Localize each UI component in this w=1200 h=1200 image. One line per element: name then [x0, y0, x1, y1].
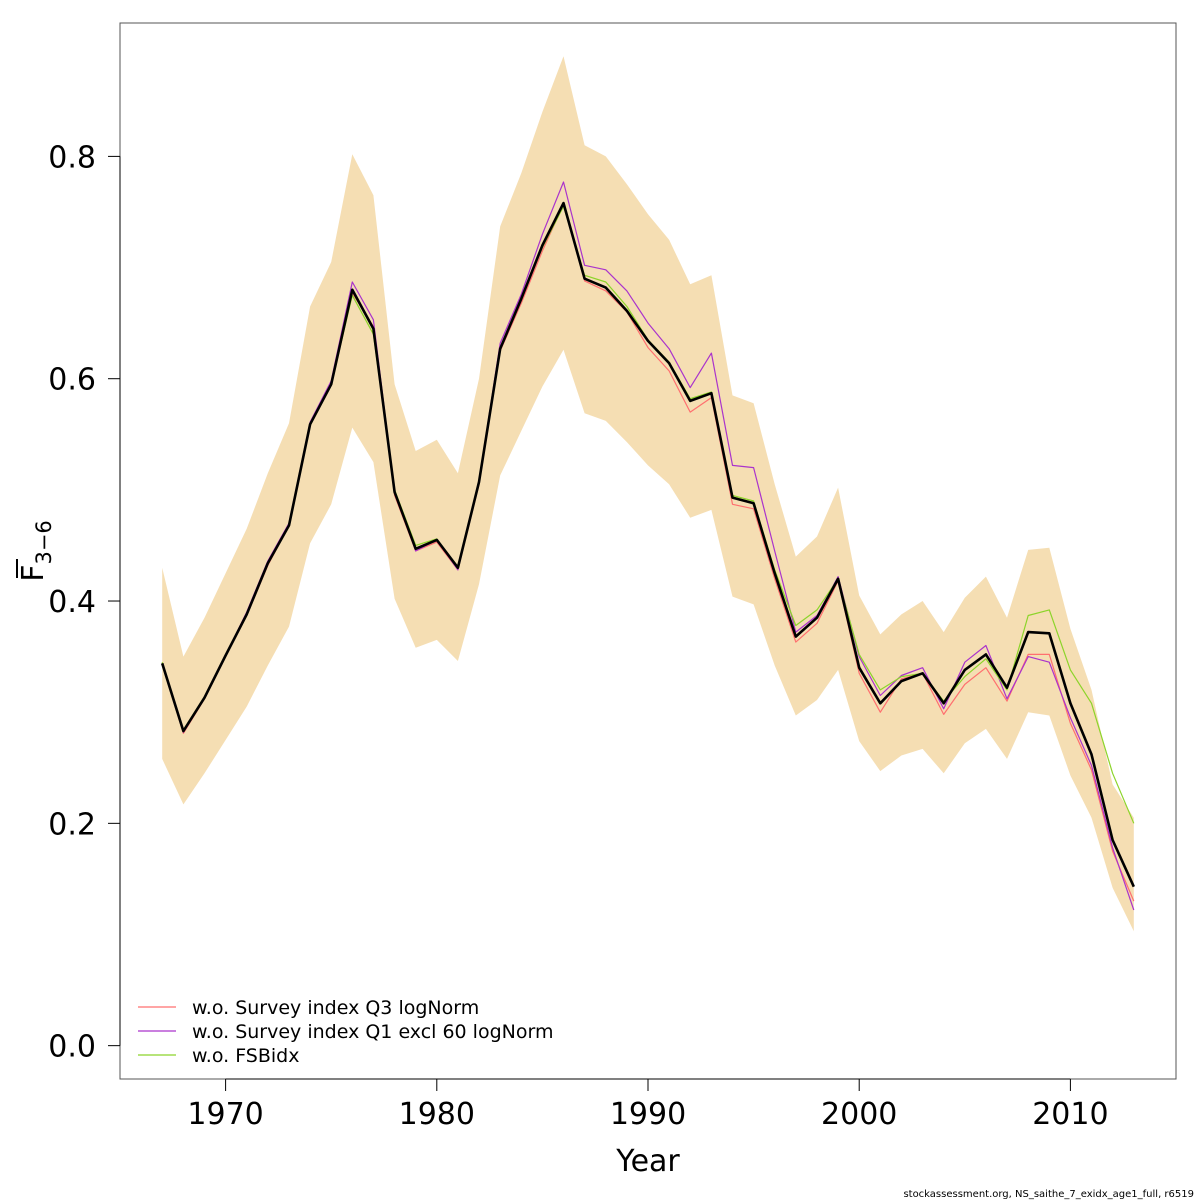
x-tick-label: 1980: [399, 1097, 475, 1132]
x-tick-label: 2010: [1032, 1097, 1108, 1132]
series-line-4: [160, 201, 1135, 888]
x-tick-label: 2000: [821, 1097, 897, 1132]
series-layer: [160, 181, 1135, 911]
footer-note: stockassessment.org, NS_saithe_7_exidx_a…: [903, 1189, 1194, 1200]
y-axis: 0.0 0.2 0.4 0.6 0.8: [48, 140, 121, 1065]
y-axis-title: F3−6: [16, 520, 56, 582]
series-line-2: [161, 181, 1135, 911]
legend-label: w.o. FSBidx: [192, 1045, 299, 1067]
svg-text:F3−6: F3−6: [16, 520, 56, 582]
x-axis: 1970 1980 1990 2000 2010: [187, 1078, 1109, 1132]
legend-label: w.o. Survey index Q1 excl 60 logNorm: [192, 1021, 553, 1043]
y-axis-title-main: F: [16, 565, 51, 582]
y-tick-label: 0.2: [48, 807, 96, 842]
x-axis-title: Year: [615, 1144, 680, 1179]
y-tick-label: 0.4: [48, 585, 96, 620]
x-tick-label: 1990: [610, 1097, 686, 1132]
x-tick-label: 1970: [187, 1097, 263, 1132]
y-tick-label: 0.6: [48, 363, 96, 398]
confidence-band: [162, 56, 1134, 932]
y-tick-label: 0.0: [48, 1030, 96, 1065]
y-axis-title-sub: 3−6: [32, 520, 56, 564]
legend-label: w.o. Survey index Q3 logNorm: [192, 997, 479, 1019]
y-tick-label: 0.8: [48, 140, 96, 175]
